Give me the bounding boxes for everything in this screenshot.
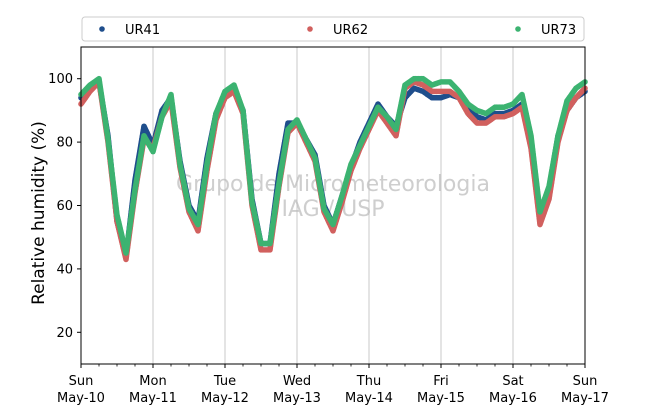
legend-label-ur73: UR73 <box>541 23 576 38</box>
x-tick-day-may-11: Mon <box>139 374 166 389</box>
x-tick-day-may-10: Sun <box>69 374 94 389</box>
x-tick-day-may-14: Thu <box>356 374 381 389</box>
x-tick-day-may-15: Fri <box>433 374 449 389</box>
watermark-line-1: Grupo de Micrometeorologia <box>176 172 490 197</box>
x-tick-date-may-16: May-16 <box>489 391 537 406</box>
y-axis-title: Relative humidity (%) <box>29 121 49 305</box>
y-tick-label-80: 80 <box>56 136 73 151</box>
x-tick-date-may-14: May-14 <box>345 391 393 406</box>
legend-marker-ur41 <box>99 26 105 32</box>
x-tick-date-may-17: May-17 <box>561 391 609 406</box>
y-tick-label-60: 60 <box>56 199 73 214</box>
y-tick-label-40: 40 <box>56 262 73 277</box>
legend-label-ur62: UR62 <box>333 23 368 38</box>
y-tick-label-20: 20 <box>56 326 73 341</box>
x-tick-date-may-11: May-11 <box>129 391 177 406</box>
x-tick-date-may-10: May-10 <box>57 391 105 406</box>
legend-label-ur41: UR41 <box>125 23 160 38</box>
y-tick-label-100: 100 <box>48 72 73 87</box>
legend: UR41 UR62 UR73 <box>82 17 584 41</box>
legend-marker-ur62 <box>307 26 313 32</box>
x-tick-date-may-13: May-13 <box>273 391 321 406</box>
x-tick-day-may-13: Wed <box>283 374 311 389</box>
x-tick-day-may-16: Sat <box>502 374 523 389</box>
humidity-chart: Grupo de Micrometeorologia IAG / USP 204… <box>0 0 650 409</box>
legend-marker-ur73 <box>515 26 521 32</box>
x-tick-day-may-12: Tue <box>213 374 236 389</box>
x-tick-day-may-17: Sun <box>573 374 598 389</box>
x-tick-date-may-12: May-12 <box>201 391 249 406</box>
x-tick-date-may-15: May-15 <box>417 391 465 406</box>
